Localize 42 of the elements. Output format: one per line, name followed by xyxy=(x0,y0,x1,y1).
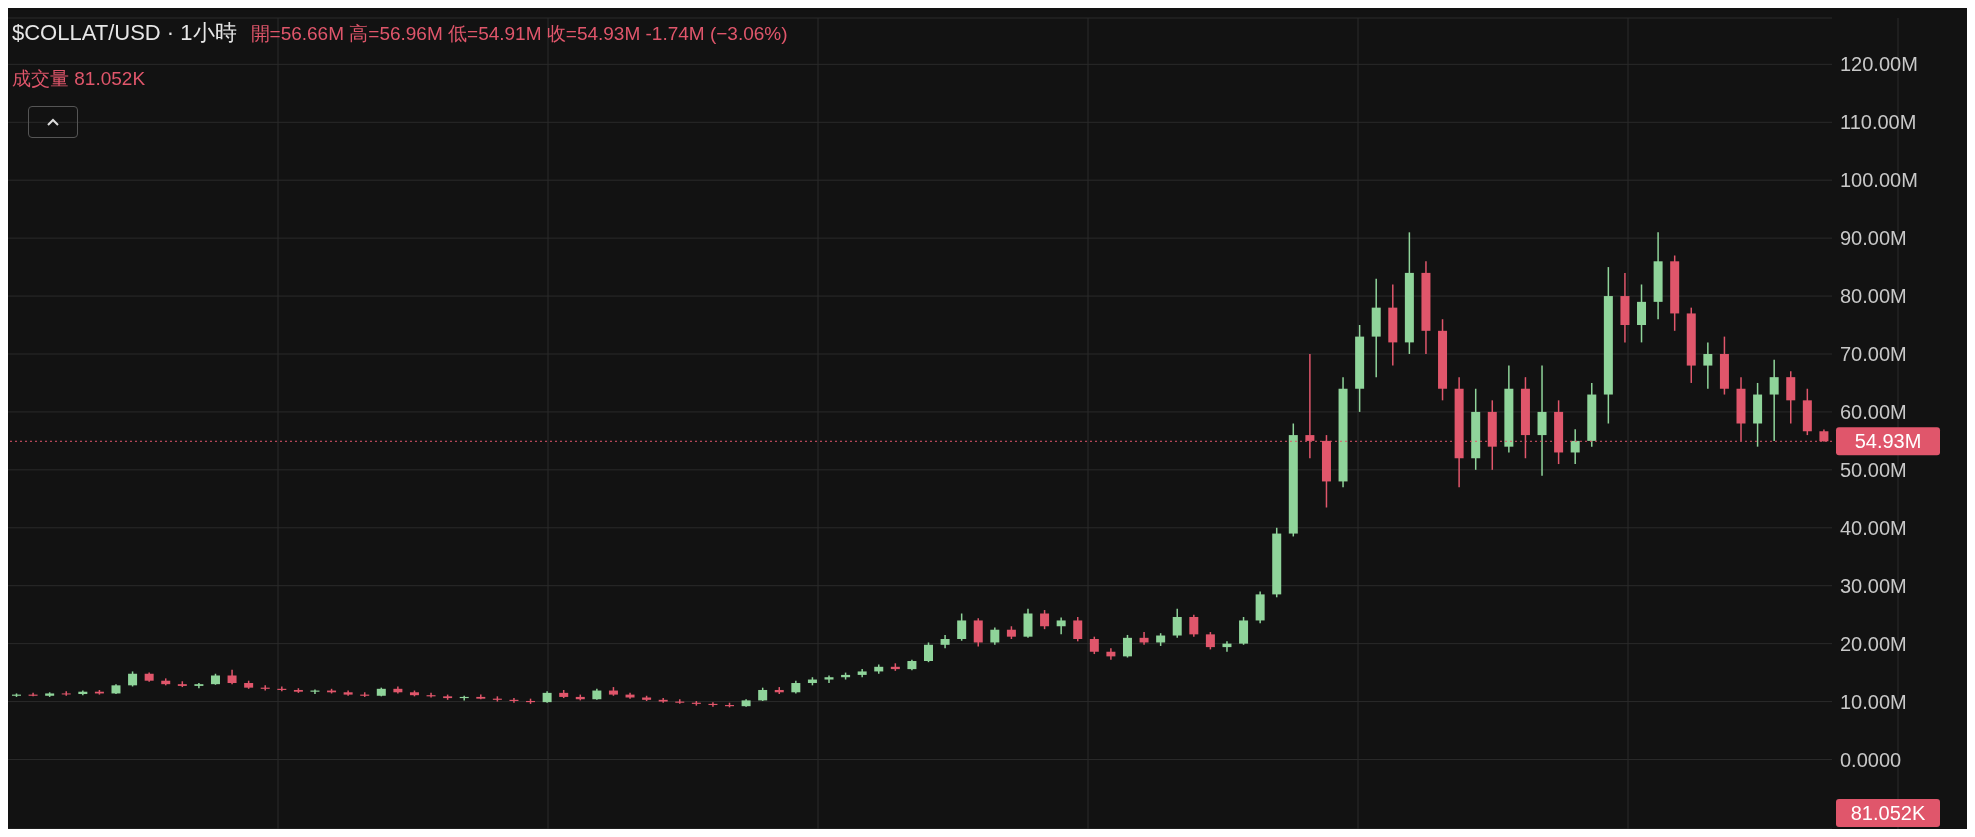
candlestick xyxy=(277,685,287,692)
candlestick xyxy=(957,612,967,642)
y-tick-label: 20.00M xyxy=(1840,632,1907,655)
y-tick-label: 120.00M xyxy=(1840,53,1918,76)
candlestick xyxy=(1637,283,1647,344)
y-tick-label: 40.00M xyxy=(1840,516,1907,539)
y-tick-label: 90.00M xyxy=(1840,227,1907,250)
candlestick xyxy=(509,697,519,704)
candlestick xyxy=(1023,608,1033,639)
y-tick-label: 70.00M xyxy=(1840,343,1907,366)
candlestick xyxy=(1703,341,1713,390)
candlestick xyxy=(1537,364,1547,477)
y-tick-label: 60.00M xyxy=(1840,401,1907,424)
y-tick-label: 0.0000 xyxy=(1840,748,1902,771)
candlestick xyxy=(675,698,685,705)
candlestick xyxy=(1040,609,1050,630)
candlestick xyxy=(310,688,320,695)
candlestick xyxy=(1172,608,1182,639)
candlestick xyxy=(973,617,983,648)
candlestick xyxy=(61,690,71,697)
candlestick xyxy=(1786,370,1796,425)
candlestick xyxy=(1073,616,1083,643)
y-tick-label: 10.00M xyxy=(1840,690,1907,713)
text: 81.052K xyxy=(1836,799,1940,827)
y-tick-label: 30.00M xyxy=(1840,574,1907,597)
candlestick xyxy=(824,674,834,684)
chart-title: $COLLAT/USD · 1小時 xyxy=(12,20,237,45)
chart-subtitle: 開=56.66M 高=56.96M 低=54.91M 收=54.93M -1.74M (−3.06%) xyxy=(250,23,788,44)
candlestick xyxy=(1189,613,1199,638)
candlestick xyxy=(1122,634,1132,659)
annotation: 成交量 81.052K xyxy=(12,67,146,91)
candlestick xyxy=(1570,428,1580,465)
candlestick xyxy=(1769,359,1779,442)
y-tick-label: 50.00M xyxy=(1840,458,1907,481)
candlestick xyxy=(924,641,933,663)
candlestick xyxy=(260,684,270,692)
candlestick xyxy=(1239,616,1249,646)
y-tick-label: 100.00M xyxy=(1840,169,1918,192)
candlestick xyxy=(426,692,436,699)
y-tick-label: 110.00M xyxy=(1840,111,1917,134)
ref-line-label: 54.93M xyxy=(1854,430,1922,453)
y-tick-label: 80.00M xyxy=(1840,285,1907,308)
